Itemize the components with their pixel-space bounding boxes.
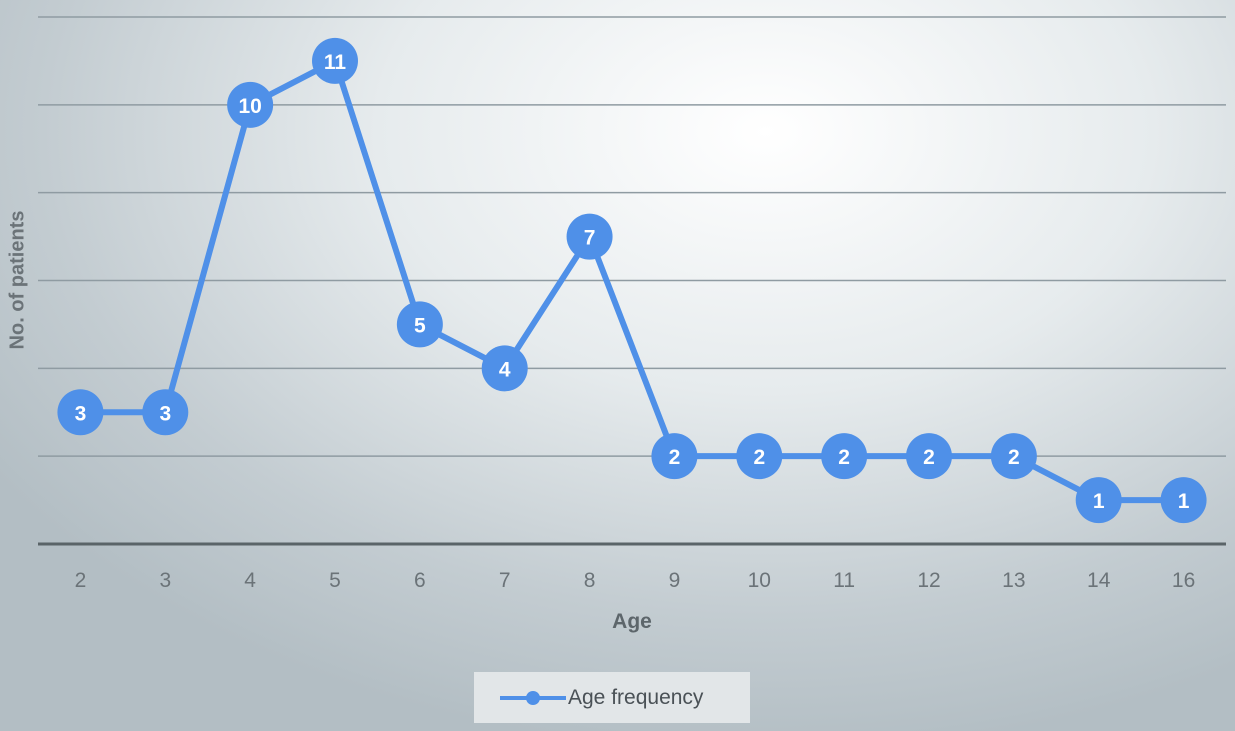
x-tick-label: 5 xyxy=(329,569,341,592)
x-tick-label: 9 xyxy=(669,569,681,592)
data-label: 2 xyxy=(753,446,765,469)
data-label: 2 xyxy=(838,446,850,469)
data-point xyxy=(312,37,358,84)
gridlines xyxy=(38,16,1226,546)
data-label: 2 xyxy=(1008,446,1020,469)
data-label: 5 xyxy=(414,314,426,337)
x-tick-label: 16 xyxy=(1172,569,1195,592)
legend: Age frequency xyxy=(474,672,750,723)
x-tick-label: 10 xyxy=(748,569,771,592)
data-label: 3 xyxy=(75,402,87,425)
data-label: 10 xyxy=(238,95,261,118)
x-tick-label: 3 xyxy=(159,569,171,592)
data-label: 4 xyxy=(499,358,511,381)
x-tick-label: 11 xyxy=(833,569,855,592)
x-tick-label: 14 xyxy=(1087,569,1111,592)
data-label: 7 xyxy=(584,227,596,250)
x-tick-label: 2 xyxy=(75,569,87,592)
x-tick-label: 8 xyxy=(584,569,596,592)
y-axis-label: No. of patients xyxy=(6,210,29,350)
x-tick-label: 7 xyxy=(499,569,511,592)
data-point xyxy=(651,433,698,480)
data-label: 1 xyxy=(1178,490,1190,513)
legend-label: Age frequency xyxy=(568,685,704,709)
data-point xyxy=(566,213,613,260)
x-tick-label: 12 xyxy=(917,569,940,592)
data-point xyxy=(481,345,528,392)
data-label: 1 xyxy=(1093,490,1105,513)
data-label: 2 xyxy=(923,446,935,469)
x-tick-label: 6 xyxy=(414,569,426,592)
data-point xyxy=(142,389,189,436)
legend-swatch xyxy=(500,690,566,705)
x-tick-label: 13 xyxy=(1002,569,1025,592)
data-point xyxy=(57,389,104,436)
data-label: 11 xyxy=(324,51,347,74)
data-point xyxy=(821,433,868,480)
data-point xyxy=(906,433,952,480)
data-point xyxy=(736,433,783,480)
x-tick-label: 4 xyxy=(244,569,256,592)
data-label: 3 xyxy=(159,402,171,425)
data-label: 2 xyxy=(669,446,681,469)
x-axis-label: Age xyxy=(612,610,652,633)
data-point xyxy=(1075,477,1122,524)
data-point xyxy=(990,433,1037,480)
data-point xyxy=(1160,477,1207,524)
data-point xyxy=(227,81,274,128)
x-tick-labels: 2 3 4 5 6 7 8 9 10 11 12 13 14 16 xyxy=(75,569,1196,592)
data-point xyxy=(396,301,443,348)
